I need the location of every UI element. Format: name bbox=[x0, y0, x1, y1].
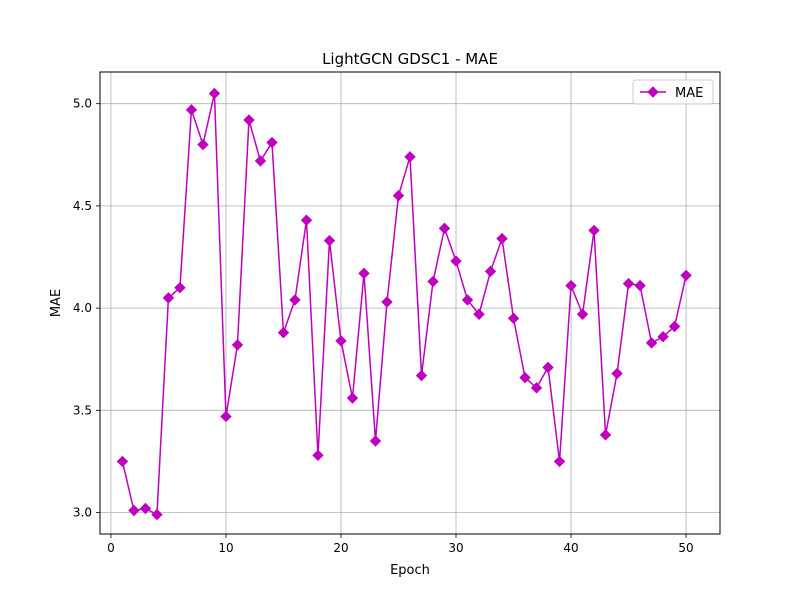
y-tick-label: 3.0 bbox=[73, 506, 92, 520]
data-point-marker bbox=[254, 155, 267, 167]
data-point-marker bbox=[185, 104, 198, 116]
data-point-marker bbox=[139, 502, 152, 515]
data-point-marker bbox=[392, 189, 405, 202]
plot-frame bbox=[99, 71, 721, 535]
data-point-marker bbox=[438, 222, 451, 235]
y-tick-label: 3.5 bbox=[73, 403, 92, 417]
x-tick-label: 30 bbox=[448, 541, 463, 555]
data-point-marker bbox=[266, 136, 278, 149]
data-point-marker bbox=[599, 429, 612, 441]
data-point-marker bbox=[174, 281, 186, 294]
data-point-marker bbox=[381, 296, 393, 308]
data-point-marker bbox=[323, 234, 336, 247]
x-tick-label: 10 bbox=[218, 541, 233, 555]
data-point-marker bbox=[277, 326, 290, 339]
data-point-marker bbox=[565, 279, 577, 292]
data-point-marker bbox=[220, 410, 232, 423]
legend: MAE bbox=[632, 79, 714, 105]
data-point-marker bbox=[473, 308, 485, 320]
data-point-marker bbox=[657, 331, 669, 343]
data-point-marker bbox=[519, 371, 531, 384]
legend-box bbox=[632, 79, 714, 105]
y-ticks: 3.0 3.5 4.0 4.5 5.0 bbox=[73, 97, 100, 520]
chart-title: LightGCN GDSC1 - MAE bbox=[322, 50, 498, 68]
y-tick-label: 4.5 bbox=[73, 199, 92, 213]
x-ticks: 0 10 20 30 40 50 bbox=[107, 534, 694, 555]
data-point-marker bbox=[588, 224, 600, 237]
data-point-marker bbox=[162, 292, 175, 304]
y-axis-label: MAE bbox=[49, 289, 64, 317]
data-point-marker bbox=[312, 449, 324, 462]
y-tick-label: 5.0 bbox=[73, 97, 92, 111]
x-tick-label: 0 bbox=[107, 541, 115, 555]
data-point-marker bbox=[576, 308, 589, 320]
data-point-marker bbox=[680, 269, 692, 282]
data-point-marker bbox=[611, 367, 623, 380]
data-point-marker bbox=[507, 312, 520, 325]
data-point-marker bbox=[427, 275, 439, 288]
data-point-marker bbox=[289, 294, 301, 306]
legend-label: MAE bbox=[675, 86, 703, 101]
data-point-marker bbox=[346, 392, 359, 404]
x-tick-label: 50 bbox=[678, 541, 693, 555]
data-point-marker bbox=[634, 279, 646, 292]
series-line bbox=[121, 92, 687, 516]
data-point-marker bbox=[415, 369, 428, 382]
data-point-marker bbox=[496, 232, 508, 245]
data-point-marker bbox=[668, 320, 681, 333]
data-point-marker bbox=[553, 455, 566, 468]
grid bbox=[100, 72, 720, 534]
plot-line-group bbox=[121, 92, 687, 516]
markers-group bbox=[116, 87, 692, 521]
data-point-marker bbox=[542, 361, 554, 374]
x-tick-label: 40 bbox=[563, 541, 578, 555]
x-axis-label: Epoch bbox=[390, 563, 430, 578]
data-point-marker bbox=[128, 504, 140, 517]
data-point-marker bbox=[369, 435, 382, 447]
data-point-marker bbox=[530, 382, 543, 394]
data-point-marker bbox=[197, 138, 209, 151]
data-point-marker bbox=[461, 294, 474, 306]
data-point-marker bbox=[243, 114, 255, 126]
data-point-marker bbox=[450, 255, 462, 267]
data-point-marker bbox=[335, 335, 347, 347]
data-point-marker bbox=[151, 508, 163, 521]
data-point-marker bbox=[404, 151, 416, 163]
data-point-marker bbox=[231, 339, 244, 351]
data-point-marker bbox=[208, 87, 221, 100]
data-point-marker bbox=[358, 267, 370, 280]
data-point-marker bbox=[622, 277, 635, 290]
data-point-marker bbox=[116, 455, 129, 468]
data-point-marker bbox=[645, 337, 658, 349]
x-tick-label: 20 bbox=[333, 541, 348, 555]
y-tick-label: 4.0 bbox=[73, 301, 92, 315]
data-point-marker bbox=[484, 265, 497, 278]
data-point-marker bbox=[300, 214, 313, 226]
legend-marker-sample bbox=[647, 86, 659, 98]
